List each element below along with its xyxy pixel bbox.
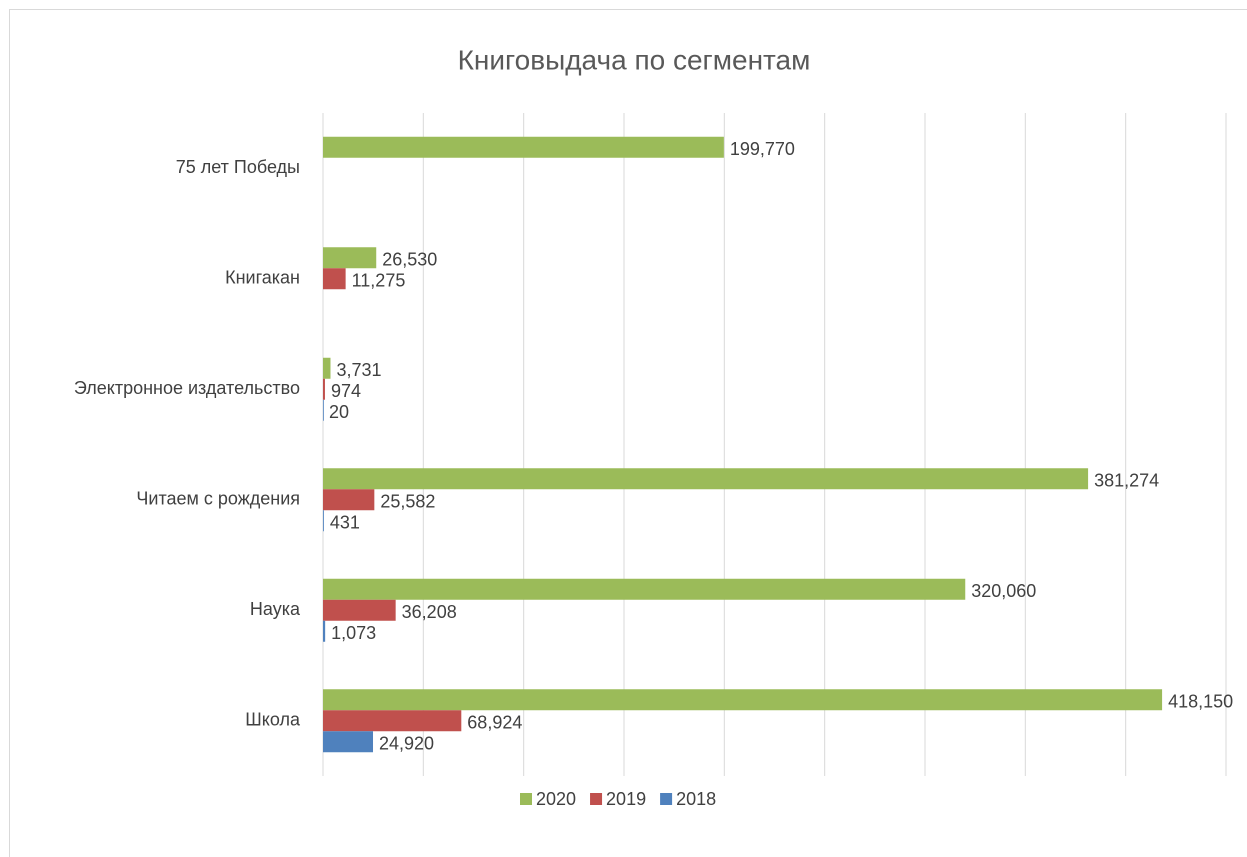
y-tick-label: Книгакан [225, 268, 300, 288]
legend-swatch [590, 793, 603, 805]
data-label: 1,073 [331, 623, 376, 643]
legend-swatch [660, 793, 673, 805]
legend-label: 2018 [676, 789, 716, 809]
y-tick-label: 75 лет Победы [176, 157, 300, 177]
data-label: 36,208 [402, 602, 457, 622]
bar [323, 599, 396, 621]
bar [323, 710, 462, 732]
bar [323, 247, 377, 269]
bar [323, 357, 331, 379]
bar [323, 268, 346, 290]
chart-border [9, 9, 1247, 857]
data-label: 381,274 [1094, 471, 1159, 491]
data-label: 20 [329, 402, 349, 422]
data-label: 24,920 [379, 734, 434, 754]
data-label: 3,731 [336, 360, 381, 380]
y-tick-label: Наука [250, 599, 301, 619]
bar [323, 378, 325, 400]
legend-swatch [520, 793, 532, 805]
bar [323, 620, 326, 642]
data-label: 25,582 [380, 492, 435, 512]
data-label: 974 [331, 381, 361, 401]
data-label: 431 [330, 513, 360, 533]
y-tick-label: Электронное издательство [74, 378, 300, 398]
chart-title: Книговыдача по сегментам [458, 44, 811, 75]
bar [323, 578, 966, 600]
legend-label: 2020 [536, 789, 576, 809]
bar [323, 468, 1089, 490]
y-tick-label: Читаем с рождения [136, 489, 300, 509]
data-label: 26,530 [382, 250, 437, 270]
data-label: 68,924 [467, 713, 522, 733]
data-label: 11,275 [352, 271, 406, 291]
data-label: 320,060 [971, 581, 1036, 601]
bar [323, 136, 724, 158]
bar [323, 510, 324, 532]
bar [323, 689, 1163, 711]
bar [323, 731, 374, 753]
data-label: 418,150 [1168, 692, 1233, 712]
bar [323, 489, 375, 511]
legend-label: 2019 [606, 789, 646, 809]
y-tick-label: Школа [245, 710, 301, 730]
bar [323, 399, 324, 421]
data-label: 199,770 [730, 139, 795, 159]
